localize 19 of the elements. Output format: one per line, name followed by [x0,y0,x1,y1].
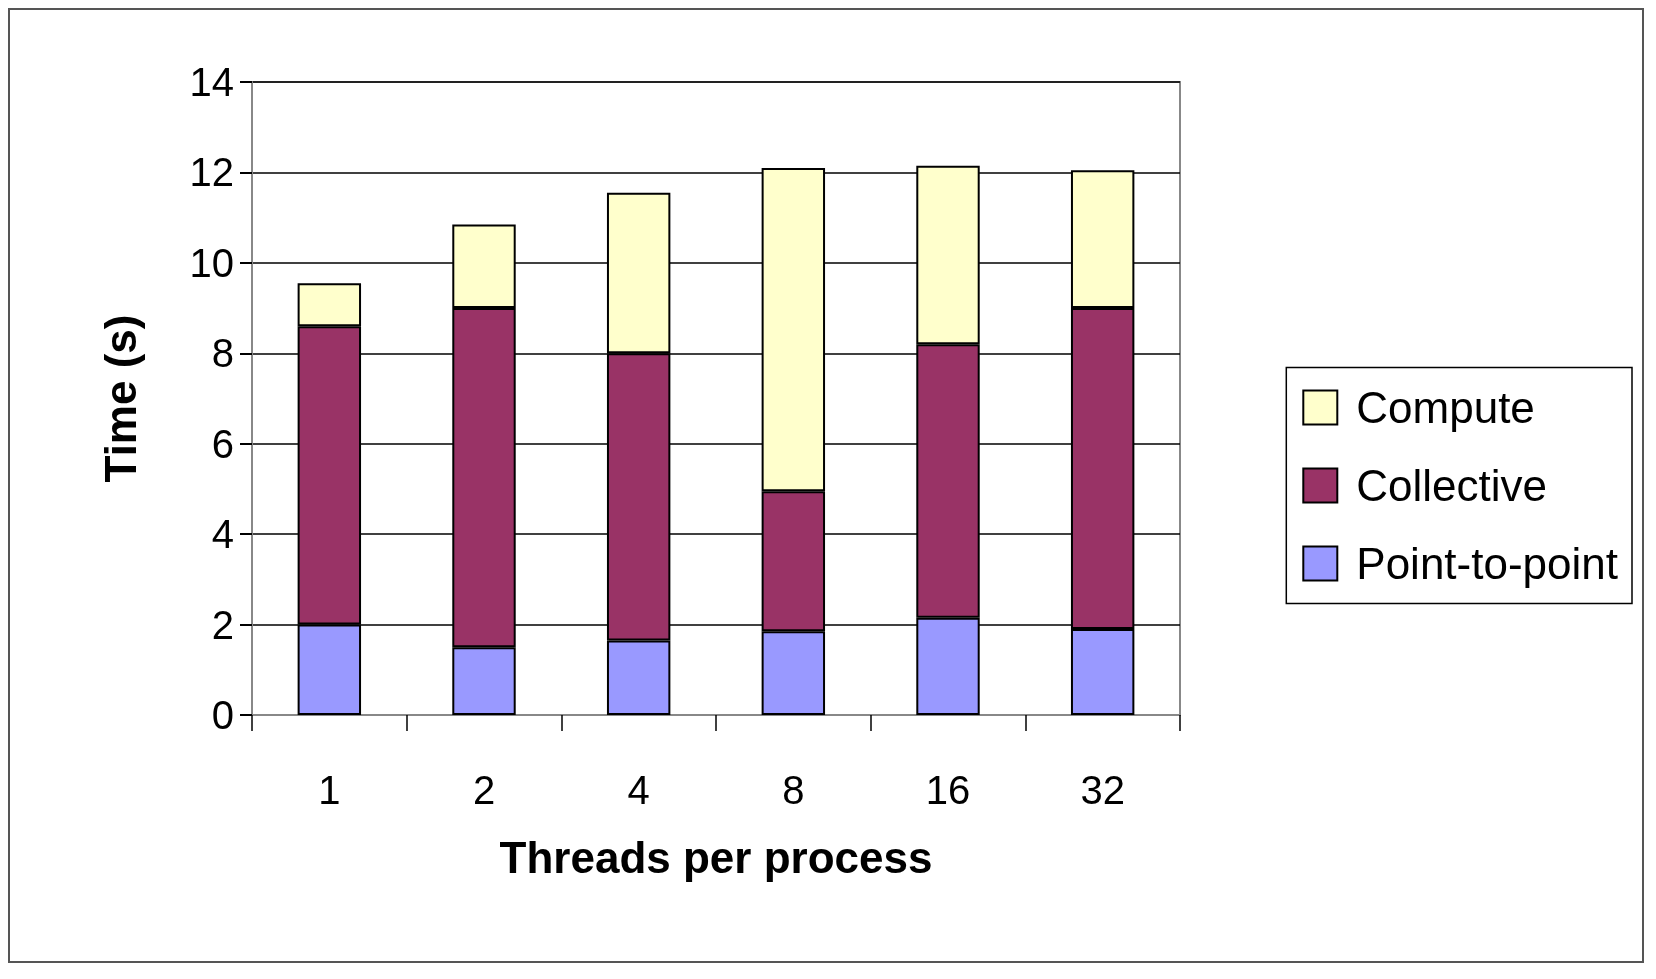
x-axis-title: Threads per process [499,832,933,882]
x-tick-label: 1 [318,768,341,812]
y-tick-label: 4 [211,512,234,557]
y-tick-label: 6 [211,421,234,466]
x-tick-label: 16 [925,768,971,812]
y-tick-label: 2 [211,602,234,647]
y-tick-label: 8 [211,331,234,376]
y-tick-label: 10 [189,240,234,285]
legend-label: Collective [1356,461,1548,510]
y-axis-title: Time (s) [95,314,145,483]
x-tick-label: 2 [472,768,496,812]
legend-label: Point-to-point [1356,539,1618,588]
y-tick-label: 12 [189,150,234,195]
x-tick-label: 8 [782,768,805,812]
y-tick-label: 0 [211,693,234,737]
x-tick-label: 4 [627,768,650,812]
x-tick-label: 32 [1080,768,1125,812]
legend-label: Compute [1356,383,1535,432]
y-tick-label: 14 [189,60,234,104]
